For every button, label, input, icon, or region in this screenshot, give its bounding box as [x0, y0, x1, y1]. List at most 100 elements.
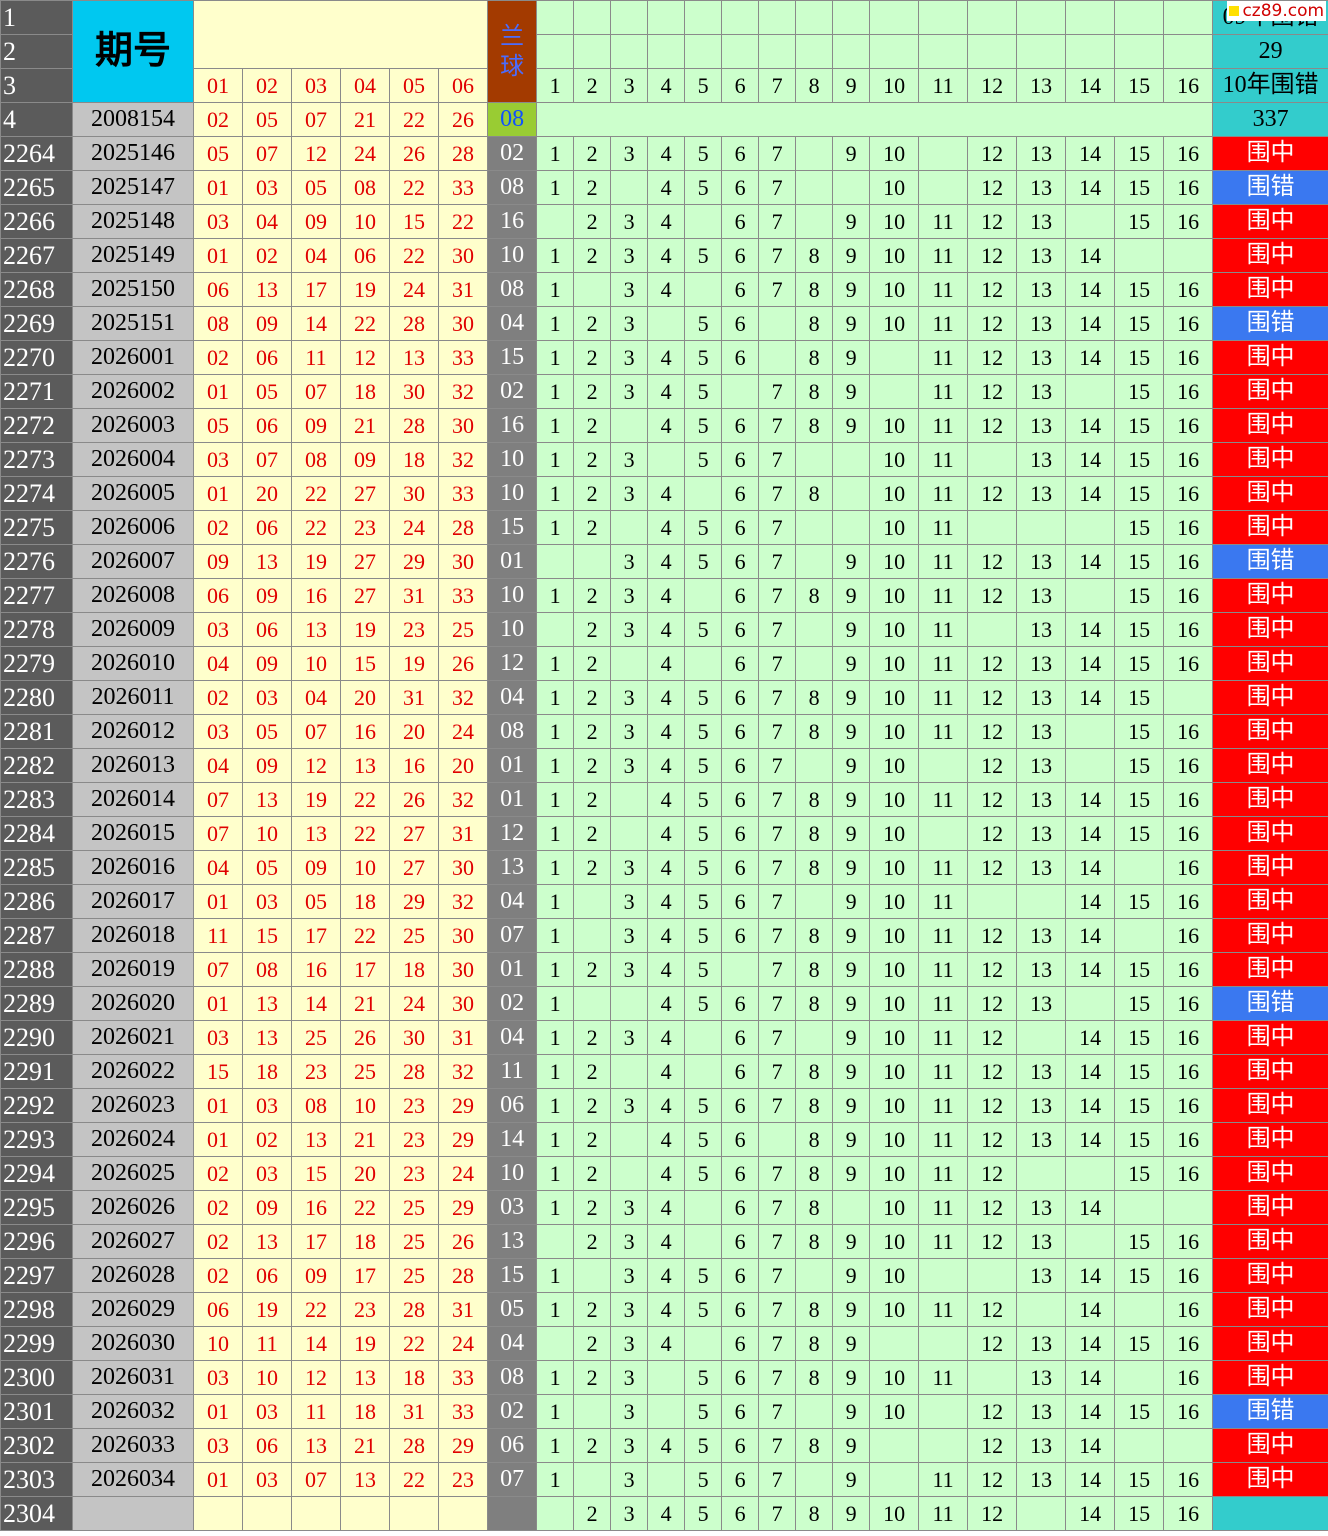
- pick-number: 9: [832, 1326, 871, 1361]
- pick-number: 14: [1065, 646, 1116, 681]
- red-ball: 13: [291, 816, 341, 851]
- red-ball: 27: [340, 544, 390, 579]
- issue: 2026026: [72, 1190, 194, 1225]
- pick-number: 16: [1163, 1496, 1214, 1531]
- result: 围中: [1212, 680, 1328, 715]
- pick-number: 9: [832, 918, 871, 953]
- issue: 2026033: [72, 1428, 194, 1463]
- result: 围中: [1212, 1428, 1328, 1463]
- pick-number: 12: [967, 1292, 1018, 1327]
- row: 2283 2026014 07 13 19 22 26 32 01 1 2 4 5 6 7 8 9 10 11 12 1…: [0, 782, 1328, 817]
- red-ball: 22: [389, 1326, 439, 1361]
- pick-number: 11: [918, 374, 969, 409]
- row: 2272 2026003 05 06 09 21 28 30 16 1 2 4 5 6 7 8 9 10 11 12 1…: [0, 408, 1328, 443]
- pick-number: 15: [1114, 578, 1165, 613]
- red-ball: 01: [193, 170, 243, 205]
- pick-number: 7: [758, 646, 797, 681]
- pick-number: 1: [536, 578, 575, 613]
- pick-number: 1: [536, 918, 575, 953]
- pick-number: 15: [1114, 986, 1165, 1021]
- red-ball: 23: [437, 1462, 489, 1497]
- pick-number: 9: [832, 1258, 871, 1293]
- pick-number: 13: [1016, 1054, 1067, 1089]
- pick-number: 13: [1016, 1326, 1067, 1361]
- pick-number: [1065, 986, 1116, 1021]
- blue-ball: 04: [487, 306, 538, 341]
- red-ball: 24: [389, 986, 439, 1021]
- pick-number: 15: [1114, 1156, 1165, 1191]
- issue: 2026015: [72, 816, 194, 851]
- empty-cell: [536, 102, 1214, 137]
- red-ball: 22: [340, 306, 390, 341]
- pick-number: [832, 170, 871, 205]
- pick-number: [967, 1258, 1018, 1293]
- row: 2286 2026017 01 03 05 18 29 32 04 1 3 4 5 6 7 9 10 11 14 15…: [0, 884, 1328, 919]
- red-ball: 29: [389, 544, 439, 579]
- blue-ball: 05: [487, 1292, 538, 1327]
- pick-number: [573, 1394, 612, 1429]
- issue: 2026023: [72, 1088, 194, 1123]
- result: 围中: [1212, 748, 1328, 783]
- pick-number: 4: [647, 578, 686, 613]
- pick-number: 3: [610, 578, 649, 613]
- pick-number: 6: [721, 1292, 760, 1327]
- pick-number: 2: [573, 442, 612, 477]
- pick-number: 3: [610, 680, 649, 715]
- pick-number: 13: [1016, 782, 1067, 817]
- result: 围错: [1212, 170, 1328, 205]
- pick-number: 5: [684, 782, 723, 817]
- red-ball: 18: [389, 1360, 439, 1395]
- pick-number: [1016, 1496, 1067, 1531]
- issue: 2026034: [72, 1462, 194, 1497]
- red-ball: 22: [340, 918, 390, 953]
- pick-number: 10: [869, 1156, 920, 1191]
- pick-number: 16: [1163, 408, 1214, 443]
- pick-number: 4: [647, 374, 686, 409]
- pick-column-header: 10: [869, 68, 920, 103]
- blue-ball-header: 兰球: [487, 0, 538, 103]
- pick-number: 7: [758, 1258, 797, 1293]
- red-ball: 04: [291, 238, 341, 273]
- result: 围中: [1212, 272, 1328, 307]
- blue-ball: 01: [487, 748, 538, 783]
- red-ball: 17: [291, 1224, 341, 1259]
- pick-number: 5: [684, 986, 723, 1021]
- row: 2273 2026004 03 07 08 09 18 32 10 1 2 3 5 6 7 10 11 13 14 1…: [0, 442, 1328, 477]
- pick-number: 12: [967, 1428, 1018, 1463]
- pick-number: 11: [918, 782, 969, 817]
- pick-number: 8: [795, 986, 834, 1021]
- red-ball: 22: [389, 170, 439, 205]
- pick-number: 9: [832, 374, 871, 409]
- pick-number: 14: [1065, 1394, 1116, 1429]
- red-ball: 12: [291, 748, 341, 783]
- pick-number: 7: [758, 1394, 797, 1429]
- pick-number: 1: [536, 714, 575, 749]
- red-ball: 05: [193, 136, 243, 171]
- pick-number: 11: [918, 850, 969, 885]
- pick-number: 15: [1114, 544, 1165, 579]
- row-number: 2290: [0, 1020, 73, 1055]
- pick-number: [684, 1190, 723, 1225]
- pick-column-header: 16: [1163, 68, 1214, 103]
- result: 围中: [1212, 782, 1328, 817]
- pick-number: 2: [573, 374, 612, 409]
- pick-number: 10: [869, 306, 920, 341]
- pick-column-header: 4: [647, 68, 686, 103]
- pick-number: 14: [1065, 680, 1116, 715]
- red-ball: 31: [437, 1292, 489, 1327]
- red-ball: 26: [340, 1020, 390, 1055]
- red-ball: 04: [242, 204, 292, 239]
- red-ball: 01: [193, 1462, 243, 1497]
- empty-cell: [1016, 0, 1067, 35]
- pick-number: 7: [758, 1360, 797, 1395]
- pick-number: 8: [795, 850, 834, 885]
- red-ball: 17: [340, 1258, 390, 1293]
- result: 围中: [1212, 646, 1328, 681]
- red-ball: 13: [340, 1462, 390, 1497]
- pick-number: 1: [536, 952, 575, 987]
- row-number: 2271: [0, 374, 73, 409]
- red-ball: 03: [242, 1088, 292, 1123]
- pick-number: 11: [918, 442, 969, 477]
- red-ball: 23: [340, 510, 390, 545]
- pick-number: 5: [684, 408, 723, 443]
